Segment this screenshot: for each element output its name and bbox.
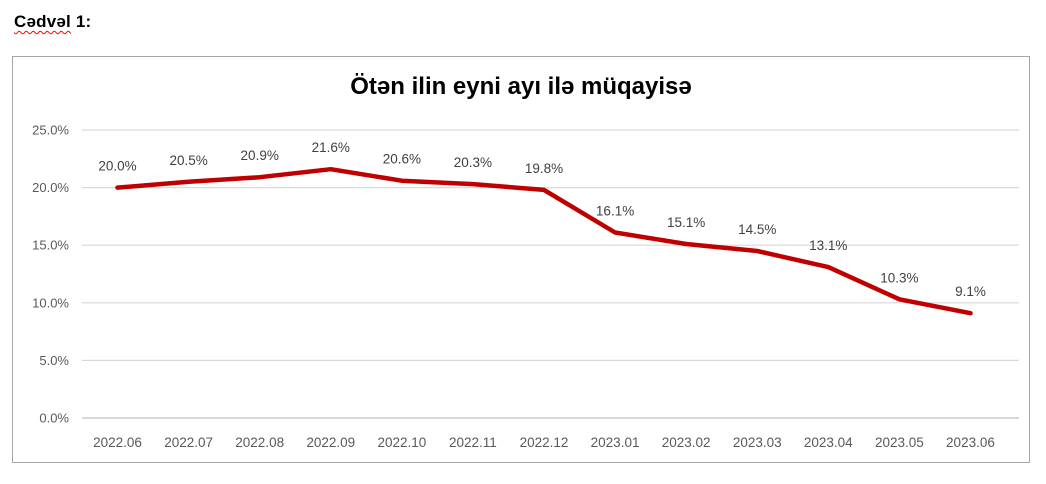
data-label: 16.1% <box>596 204 634 219</box>
chart-title: Ötən ilin eyni ayı ilə müqayisə <box>350 73 692 100</box>
x-tick-label: 2023.03 <box>733 435 782 450</box>
y-tick-label: 25.0% <box>32 123 69 138</box>
data-label: 14.5% <box>738 222 776 237</box>
y-tick-label: 0.0% <box>39 411 69 426</box>
x-tick-label: 2022.08 <box>235 435 284 450</box>
heading-word-spellcheck: Cədvəl <box>14 12 71 31</box>
data-label: 20.0% <box>98 159 136 174</box>
x-tick-label: 2023.05 <box>875 435 924 450</box>
x-tick-label: 2022.11 <box>449 435 497 450</box>
data-series-line <box>115 166 973 316</box>
x-tick-label: 2022.09 <box>306 435 355 450</box>
chart-container: Ötən ilin eyni ayı ilə müqayisə 25.0% 20.… <box>12 56 1030 463</box>
data-label: 20.3% <box>454 155 492 170</box>
y-tick-label: 20.0% <box>32 180 69 195</box>
x-tick-label: 2022.06 <box>93 435 142 450</box>
data-label: 20.5% <box>169 153 207 168</box>
x-tick-label: 2023.02 <box>662 435 711 450</box>
y-tick-label: 15.0% <box>32 238 69 253</box>
x-tick-label: 2022.12 <box>520 435 569 450</box>
data-label: 13.1% <box>809 238 847 253</box>
data-label: 15.1% <box>667 215 705 230</box>
heading-rest: 1: <box>70 12 92 31</box>
x-tick-label: 2022.10 <box>377 435 426 450</box>
chart-plot: 25.0% 20.0% 15.0% 10.0% 5.0% 0.0% 2022.06 2022.… <box>32 123 1019 450</box>
data-label: 10.3% <box>880 270 918 285</box>
x-tick-label: 2023.04 <box>804 435 853 450</box>
data-label: 21.6% <box>312 140 350 155</box>
data-label: 20.9% <box>241 148 279 163</box>
x-tick-label: 2022.07 <box>164 435 213 450</box>
data-label: 9.1% <box>955 284 986 299</box>
data-label: 20.6% <box>383 152 421 167</box>
x-tick-label: 2023.01 <box>591 435 640 450</box>
y-tick-label: 10.0% <box>32 295 69 310</box>
x-tick-label: 2023.06 <box>946 435 995 450</box>
y-tick-label: 5.0% <box>39 353 69 368</box>
document-heading: Cədvəl 1: <box>14 12 91 32</box>
data-label: 19.8% <box>525 161 563 176</box>
